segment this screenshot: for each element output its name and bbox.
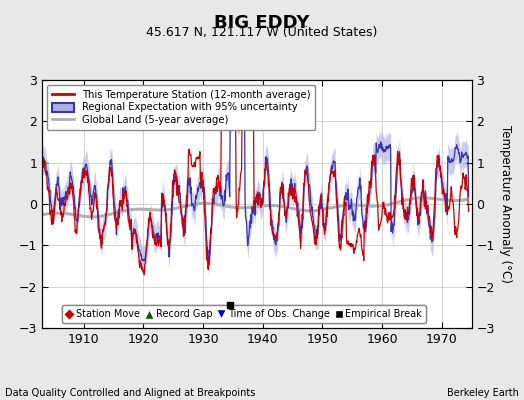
Text: 45.617 N, 121.117 W (United States): 45.617 N, 121.117 W (United States)	[146, 26, 378, 39]
Text: Data Quality Controlled and Aligned at Breakpoints: Data Quality Controlled and Aligned at B…	[5, 388, 256, 398]
Legend: Station Move, Record Gap, Time of Obs. Change, Empirical Break: Station Move, Record Gap, Time of Obs. C…	[62, 305, 426, 323]
Text: Berkeley Earth: Berkeley Earth	[447, 388, 519, 398]
Text: BIG EDDY: BIG EDDY	[214, 14, 310, 32]
Y-axis label: Temperature Anomaly (°C): Temperature Anomaly (°C)	[499, 125, 512, 283]
